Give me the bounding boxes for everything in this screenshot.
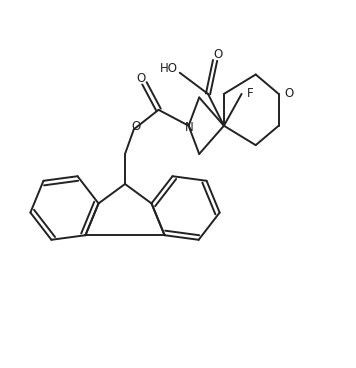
Text: O: O — [131, 120, 140, 133]
Text: O: O — [284, 88, 293, 100]
Text: O: O — [136, 71, 146, 85]
Text: N: N — [185, 121, 194, 134]
Text: HO: HO — [159, 62, 177, 75]
Text: F: F — [246, 88, 253, 100]
Text: O: O — [213, 47, 222, 60]
